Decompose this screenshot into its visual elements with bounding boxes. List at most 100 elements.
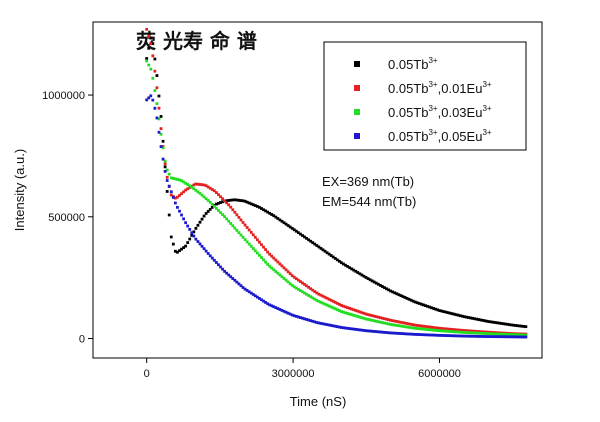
data-point <box>321 248 325 252</box>
data-point <box>319 246 323 250</box>
data-point <box>153 89 157 92</box>
data-point <box>307 285 311 289</box>
data-point <box>393 323 397 327</box>
data-point <box>354 309 358 312</box>
data-point <box>278 262 282 266</box>
data-point <box>163 159 167 163</box>
data-point <box>153 57 157 61</box>
data-point <box>467 331 470 335</box>
data-point <box>317 321 321 325</box>
data-point <box>151 76 155 80</box>
data-point <box>419 327 423 331</box>
legend: 0.05Tb3+ 0.05Tb3+,0.01Eu3+ 0.05Tb3+,0.03Eu… <box>354 56 492 144</box>
data-point <box>196 190 200 194</box>
data-point <box>475 329 479 333</box>
data-point <box>173 177 177 181</box>
data-point <box>182 180 185 184</box>
data-point <box>471 334 474 338</box>
data-point <box>497 332 501 336</box>
data-point <box>159 132 163 136</box>
data-point <box>467 334 470 338</box>
data-point <box>258 297 261 300</box>
data-point <box>268 264 272 268</box>
data-point <box>210 202 214 206</box>
data-point <box>247 242 251 246</box>
data-point <box>506 335 509 339</box>
data-point <box>296 278 300 282</box>
data-point <box>301 234 304 237</box>
data-point <box>280 275 284 279</box>
data-point <box>208 186 212 190</box>
data-point <box>348 306 352 310</box>
data-point <box>262 245 265 249</box>
x-axis-label: Time (nS) <box>290 394 347 409</box>
data-point <box>417 324 421 328</box>
data-point <box>479 335 483 338</box>
legend-entry: 0.05Tb3+ <box>388 56 438 72</box>
legend-entry: 0.05Tb3+,0.01Eu3+ <box>388 80 492 96</box>
data-point <box>362 274 366 278</box>
data-point <box>161 157 165 161</box>
data-point <box>481 331 485 335</box>
data-point <box>463 334 466 338</box>
data-point <box>403 325 407 329</box>
data-point <box>260 298 263 302</box>
data-point <box>422 333 425 337</box>
data-point <box>219 201 222 204</box>
data-point <box>241 235 245 239</box>
data-point <box>413 300 417 304</box>
data-point <box>409 326 413 330</box>
data-point <box>333 307 337 311</box>
data-point <box>426 328 429 331</box>
data-point <box>354 327 358 331</box>
data-point <box>411 323 415 327</box>
data-point <box>419 333 423 337</box>
data-point <box>342 304 345 308</box>
data-point <box>465 315 468 319</box>
data-point <box>483 319 487 323</box>
legend-box <box>323 41 527 151</box>
data-point <box>313 242 317 246</box>
data-point <box>221 200 224 204</box>
data-point <box>276 307 280 310</box>
data-point <box>460 328 464 332</box>
data-point <box>395 331 399 335</box>
data-point <box>198 220 202 224</box>
data-point <box>171 176 175 180</box>
data-point <box>325 323 329 326</box>
data-point <box>317 292 321 296</box>
data-point <box>352 327 356 331</box>
data-point <box>231 198 235 202</box>
data-point <box>454 330 458 334</box>
data-point <box>419 324 423 328</box>
data-point <box>229 198 233 202</box>
data-point <box>364 329 368 333</box>
data-point <box>305 318 308 321</box>
data-point <box>286 270 290 274</box>
data-point <box>243 199 247 203</box>
data-point <box>194 226 198 230</box>
data-point <box>473 317 477 321</box>
data-point <box>342 310 345 314</box>
data-point <box>489 330 493 334</box>
data-point <box>165 190 169 193</box>
data-point <box>411 326 415 330</box>
data-point <box>387 318 390 322</box>
data-point <box>456 313 460 317</box>
data-point <box>260 243 263 247</box>
data-point <box>477 330 481 333</box>
data-point <box>157 117 161 121</box>
data-point <box>290 274 294 277</box>
data-point <box>481 330 485 334</box>
legend-marker <box>354 85 360 91</box>
data-point <box>241 286 245 289</box>
data-point <box>485 335 489 338</box>
data-point <box>337 259 341 263</box>
data-point <box>309 319 313 323</box>
series-0 <box>145 36 528 329</box>
data-point <box>401 324 405 328</box>
data-point <box>460 314 464 318</box>
data-point <box>399 324 403 328</box>
data-point <box>520 324 524 328</box>
